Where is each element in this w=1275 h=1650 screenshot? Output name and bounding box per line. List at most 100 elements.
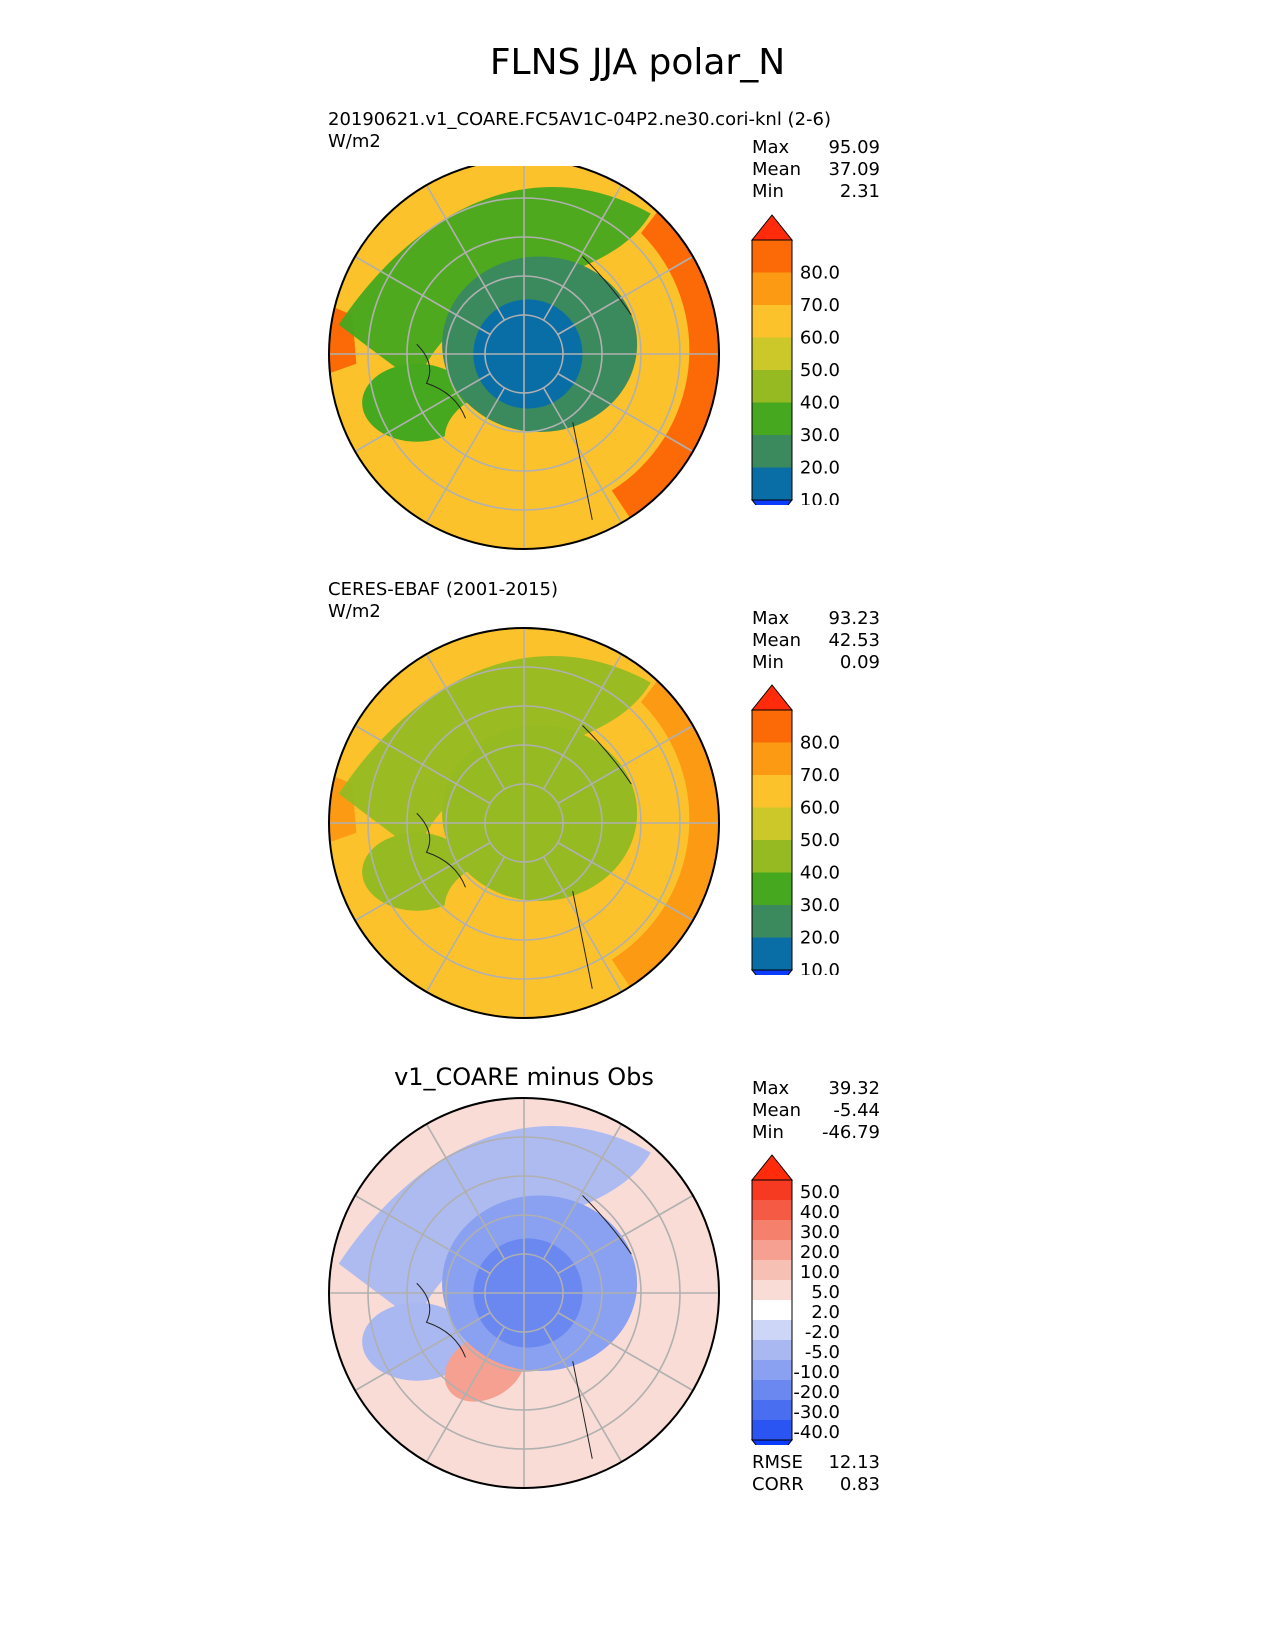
longitude-line xyxy=(354,372,491,453)
colorbar-swatch xyxy=(752,937,792,970)
figure-title: FLNS JJA polar_N xyxy=(489,42,786,83)
metric-label: RMSE xyxy=(752,1452,803,1473)
colorbar-swatch xyxy=(752,240,792,273)
colorbar-tick-label: 40.0 xyxy=(800,1202,840,1223)
stat-label: Min xyxy=(752,181,784,202)
colorbar-extend-min xyxy=(750,1439,794,1445)
colorbar-swatch xyxy=(752,305,792,338)
stat-label: Min xyxy=(752,652,784,673)
panel-1-colorbar: 80.070.060.050.040.030.020.010.00.0 xyxy=(750,214,840,505)
longitude-line xyxy=(425,1326,506,1463)
coastline xyxy=(416,256,632,520)
colorbar-tick-label: 50.0 xyxy=(800,1182,840,1203)
stat-value: 39.32 xyxy=(828,1078,880,1099)
colorbar-tick-label: 10.0 xyxy=(800,490,840,505)
panel-2-units: W/m2 xyxy=(328,601,381,622)
stat-value: 37.09 xyxy=(828,159,880,180)
colorbar-swatch xyxy=(752,435,792,468)
metric-label: CORR xyxy=(752,1474,804,1495)
colorbar-tick-label: 5.0 xyxy=(811,1282,840,1303)
colorbar-frame xyxy=(751,239,793,501)
colorbar-tick-label: 50.0 xyxy=(800,360,840,381)
colorbar-extend-max xyxy=(750,1154,794,1181)
panel-1-stats: Max 95.09 Mean 37.09 Min 2.31 xyxy=(752,137,880,203)
coastline xyxy=(416,725,632,989)
panel-3-title: v1_COARE minus Obs xyxy=(394,1063,654,1091)
colorbar-extend-max xyxy=(750,684,794,711)
stat-value: 42.53 xyxy=(828,630,880,651)
colorbar-swatch xyxy=(752,1220,792,1240)
panel-1-polar-map xyxy=(328,166,720,550)
longitude-line xyxy=(557,372,694,453)
map-field xyxy=(329,166,719,549)
map-field xyxy=(329,1098,719,1488)
colorbar-swatch xyxy=(752,1320,792,1340)
panel-2-polar-map xyxy=(328,627,720,1019)
stat-value: -5.44 xyxy=(833,1100,880,1121)
colorbar-swatch xyxy=(752,905,792,938)
stat-label: Mean xyxy=(752,1100,802,1121)
panel-1-case-name: 20190621.v1_COARE.FC5AV1C-04P2.ne30.cori… xyxy=(328,109,831,130)
longitude-line xyxy=(425,387,506,524)
stat-value: 93.23 xyxy=(828,608,880,629)
colorbar-swatch xyxy=(752,1380,792,1400)
stat-value: 95.09 xyxy=(828,137,880,158)
panel-3-metrics: RMSE 12.13 CORR 0.83 xyxy=(752,1452,880,1496)
colorbar-tick-label: -30.0 xyxy=(793,1402,840,1423)
colorbar-swatch xyxy=(752,1400,792,1420)
stat-label: Max xyxy=(752,137,790,158)
colorbar-tick-label: 60.0 xyxy=(800,798,840,819)
stat-value: -46.79 xyxy=(821,1122,880,1143)
colorbar-tick-label: 30.0 xyxy=(800,425,840,446)
longitude-line xyxy=(354,841,491,922)
colorbar-swatch xyxy=(752,1200,792,1220)
colorbar-swatch xyxy=(752,710,792,743)
longitude-line xyxy=(354,255,491,336)
longitude-line xyxy=(425,856,506,993)
colorbar-tick-label: 40.0 xyxy=(800,863,840,884)
map-boundary xyxy=(328,166,720,550)
colorbar-tick-label: 20.0 xyxy=(800,1242,840,1263)
colorbar-swatch xyxy=(752,1300,792,1320)
longitude-line xyxy=(425,184,506,321)
colorbar-swatch xyxy=(752,1340,792,1360)
longitude-line xyxy=(557,1194,694,1275)
panel-2-stats: Max 93.23 Mean 42.53 Min 0.09 xyxy=(752,608,880,674)
colorbar-swatch xyxy=(752,1240,792,1260)
colorbar-tick-label: 30.0 xyxy=(800,895,840,916)
stat-label: Mean xyxy=(752,159,802,180)
colorbar-tick-label: 20.0 xyxy=(800,928,840,949)
stat-label: Max xyxy=(752,608,790,629)
metric-value: 0.83 xyxy=(839,1474,880,1495)
colorbar-swatch xyxy=(752,402,792,435)
colorbar-tick-label: -50.0 xyxy=(793,1442,840,1445)
panel-2-case-name: CERES-EBAF (2001-2015) xyxy=(328,579,559,600)
longitude-line xyxy=(354,724,491,805)
colorbar-tick-label: 60.0 xyxy=(800,328,840,349)
longitude-line xyxy=(542,184,623,321)
colorbar-frame xyxy=(751,1179,793,1441)
colorbar-extend-min xyxy=(750,499,794,505)
north-america-land xyxy=(362,363,472,442)
colorbar-swatch xyxy=(752,337,792,370)
stat-label: Max xyxy=(752,1078,790,1099)
colorbar-swatch xyxy=(752,1420,792,1440)
panel-1-units: W/m2 xyxy=(328,131,381,152)
stat-value: 0.09 xyxy=(839,652,880,673)
colorbar-swatch xyxy=(752,467,792,500)
colorbar-extend-min xyxy=(750,969,794,975)
colorbar-extend-max xyxy=(750,214,794,241)
colorbar-swatch xyxy=(752,807,792,840)
colorbar-tick-label: 20.0 xyxy=(800,458,840,479)
colorbar-tick-label: -10.0 xyxy=(793,1362,840,1383)
stat-label: Min xyxy=(752,1122,784,1143)
map-field xyxy=(329,628,719,1018)
longitude-line xyxy=(557,255,694,336)
longitude-line xyxy=(542,1123,623,1260)
longitude-line xyxy=(557,1311,694,1392)
coastline xyxy=(416,1195,632,1459)
colorbar-tick-label: -5.0 xyxy=(805,1342,840,1363)
colorbar-tick-label: -2.0 xyxy=(805,1322,840,1343)
colorbar-tick-label: 80.0 xyxy=(800,733,840,754)
north-america-land xyxy=(362,1302,472,1381)
